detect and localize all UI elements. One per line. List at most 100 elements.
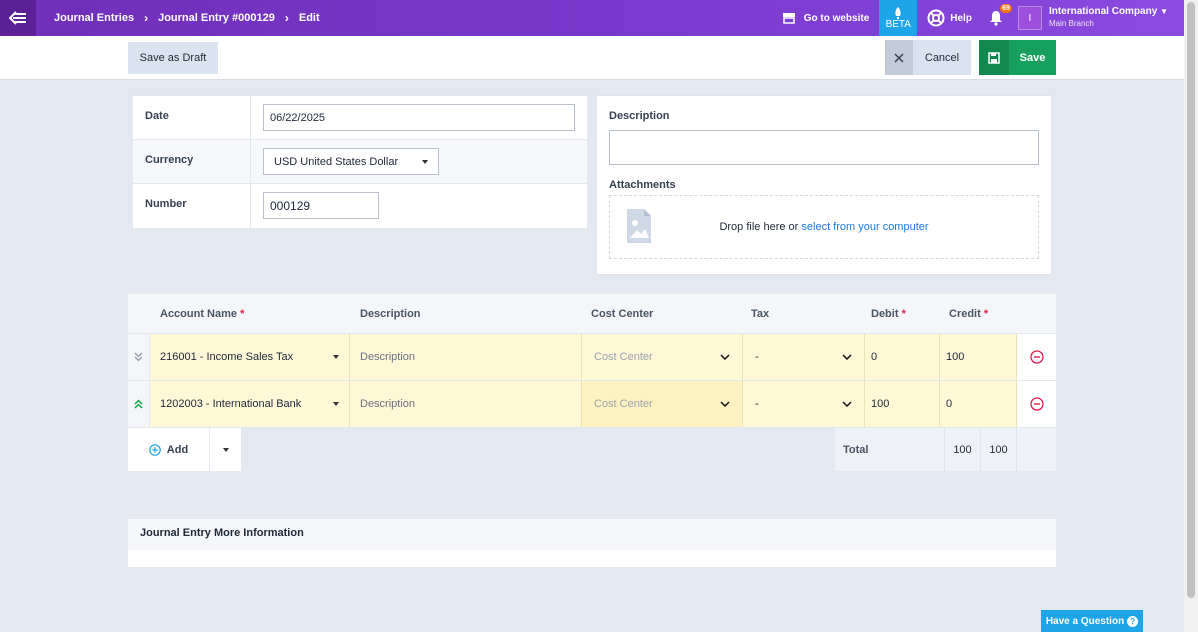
- chevron-down-icon: [842, 401, 852, 407]
- move-down-handle[interactable]: [128, 334, 150, 380]
- have-a-question-label: Have a Question: [1045, 615, 1125, 627]
- chevron-down-icon: [720, 354, 730, 360]
- header-description: Description: [360, 307, 421, 320]
- avatar: I: [1017, 6, 1042, 30]
- date-input[interactable]: 06/22/2025: [263, 104, 575, 131]
- save-button[interactable]: Save: [979, 40, 1056, 75]
- debit-input[interactable]: 100: [865, 381, 940, 427]
- currency-select[interactable]: USD United States Dollar: [263, 148, 439, 175]
- breadcrumb-journal-entries[interactable]: Journal Entries: [54, 12, 135, 24]
- table-footer: Add Total 100 100: [128, 428, 1056, 472]
- account-select[interactable]: 1202003 - International Bank: [150, 381, 350, 427]
- store-icon: [782, 13, 795, 24]
- tax-select[interactable]: -: [743, 334, 865, 380]
- breadcrumb-journal-entry[interactable]: Journal Entry #000129: [158, 12, 275, 24]
- total-label: Total: [835, 428, 945, 471]
- cost-center-placeholder: Cost Center: [594, 351, 653, 363]
- notification-count-badge: 69: [1000, 4, 1012, 13]
- header-debit: Debit *: [871, 307, 906, 320]
- chevron-right-icon: ›: [144, 11, 149, 25]
- date-label: Date: [133, 96, 251, 139]
- cancel-button[interactable]: Cancel: [885, 40, 971, 75]
- beta-label: BETA: [885, 18, 911, 30]
- table-header: Account Name * Description Cost Center T…: [128, 294, 1056, 334]
- cost-center-placeholder: Cost Center: [594, 398, 653, 410]
- move-up-handle[interactable]: [128, 381, 150, 427]
- caret-down-icon: [422, 159, 428, 164]
- lifebuoy-icon: [927, 9, 945, 27]
- header-account-name: Account Name *: [160, 307, 245, 320]
- account-select[interactable]: 216001 - Income Sales Tax: [150, 334, 350, 380]
- chevron-down-icon: [720, 401, 730, 407]
- credit-input[interactable]: 100: [940, 334, 1017, 380]
- remove-row-button[interactable]: [1017, 334, 1056, 380]
- double-chevron-up-icon: [134, 399, 143, 409]
- header-cost-center: Cost Center: [591, 307, 654, 320]
- rocket-icon: [895, 6, 901, 19]
- go-to-website-link[interactable]: Go to website: [782, 12, 870, 24]
- currency-row: Currency USD United States Dollar: [133, 140, 587, 184]
- table-row: 216001 - Income Sales Tax Description Co…: [128, 334, 1056, 381]
- question-icon: ?: [1127, 615, 1139, 627]
- top-navbar: Journal Entries › Journal Entry #000129 …: [0, 0, 1184, 36]
- line-description-input[interactable]: Description: [350, 334, 582, 380]
- tax-select[interactable]: -: [743, 381, 865, 427]
- minus-circle-icon: [1029, 397, 1044, 411]
- cancel-label: Cancel: [924, 51, 960, 64]
- attachments-label: Attachments: [609, 179, 676, 191]
- go-to-website-label: Go to website: [803, 12, 870, 24]
- chevron-right-icon: ›: [284, 11, 289, 25]
- credit-input[interactable]: 0: [940, 381, 1017, 427]
- attachment-dropzone[interactable]: Drop file here or select from your compu…: [609, 195, 1039, 259]
- number-input[interactable]: 000129: [263, 192, 379, 219]
- menu-back-icon: [9, 11, 26, 25]
- beta-button[interactable]: BETA: [879, 0, 918, 36]
- account-value: 216001 - Income Sales Tax: [160, 351, 294, 363]
- select-file-link[interactable]: select from your computer: [801, 221, 929, 233]
- remove-row-button[interactable]: [1017, 381, 1056, 427]
- add-label: Add: [166, 443, 189, 456]
- action-bar: Save as Draft Cancel Save: [0, 36, 1184, 80]
- have-a-question-button[interactable]: Have a Question ?: [1041, 610, 1143, 632]
- company-name: International Company: [1048, 6, 1158, 17]
- caret-down-icon: [222, 447, 229, 452]
- help-link[interactable]: Help: [927, 9, 972, 27]
- caret-down-icon: ▼: [1160, 7, 1168, 16]
- cost-center-select[interactable]: Cost Center: [582, 334, 743, 380]
- number-row: Number 000129: [133, 184, 587, 228]
- plus-circle-icon: [148, 443, 161, 456]
- notifications-button[interactable]: 69: [986, 4, 1012, 28]
- drop-text: Drop file here or: [719, 221, 802, 233]
- breadcrumb: Journal Entries › Journal Entry #000129 …: [54, 11, 320, 25]
- branch-name: Main Branch: [1048, 19, 1094, 28]
- close-icon: [885, 40, 913, 75]
- help-label: Help: [950, 12, 972, 24]
- page-scrollbar[interactable]: [1184, 0, 1198, 632]
- save-label: Save: [1019, 51, 1046, 64]
- breadcrumb-edit: Edit: [298, 12, 320, 24]
- journal-lines-table: Account Name * Description Cost Center T…: [128, 294, 1056, 472]
- caret-down-icon: [333, 402, 339, 406]
- sidebar-toggle-button[interactable]: [0, 0, 36, 36]
- add-options-dropdown[interactable]: [210, 428, 241, 471]
- totals-row: Total 100 100: [835, 428, 1056, 471]
- scrollbar-thumb[interactable]: [1187, 2, 1195, 598]
- cost-center-select[interactable]: Cost Center: [582, 381, 743, 427]
- entry-info-panel: Date 06/22/2025 Currency USD United Stat…: [132, 95, 588, 229]
- description-input[interactable]: [609, 130, 1039, 165]
- account-value: 1202003 - International Bank: [160, 398, 302, 410]
- line-description-input[interactable]: Description: [350, 381, 582, 427]
- image-file-icon: [627, 209, 651, 243]
- bell-icon: [989, 11, 1002, 26]
- table-row: 1202003 - International Bank Description…: [128, 381, 1056, 428]
- currency-label: Currency: [133, 140, 251, 183]
- debit-input[interactable]: 0: [865, 334, 940, 380]
- header-credit: Credit *: [949, 307, 989, 320]
- header-tax: Tax: [751, 307, 770, 320]
- description-panel: Description Attachments Drop file here o…: [596, 95, 1052, 275]
- more-information-title[interactable]: Journal Entry More Information: [128, 519, 1056, 550]
- save-as-draft-button[interactable]: Save as Draft: [128, 42, 218, 74]
- company-switcher[interactable]: I International Company ▼ Main Branch: [1017, 0, 1184, 36]
- minus-circle-icon: [1029, 350, 1044, 364]
- add-line-button[interactable]: Add: [128, 428, 210, 471]
